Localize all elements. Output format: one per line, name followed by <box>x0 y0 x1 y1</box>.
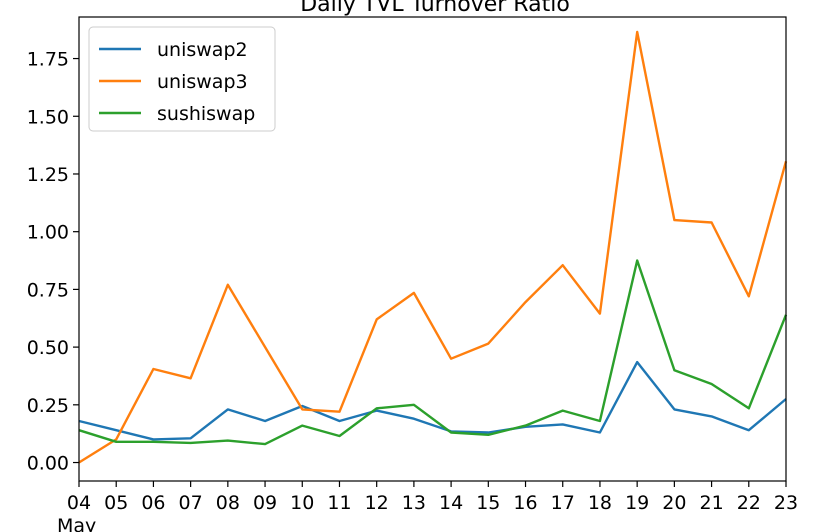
series-line-uniswap2 <box>78 360 787 441</box>
x-axis-sublabel: May <box>57 515 96 532</box>
legend-label-uniswap3: uniswap3 <box>157 71 248 93</box>
x-tick-label: 05 <box>104 492 128 514</box>
legend-label-sushiswap: sushiswap <box>157 103 255 125</box>
x-tick-label: 15 <box>476 492 500 514</box>
x-tick-label: 21 <box>699 492 723 514</box>
y-tick-label: 0.25 <box>27 395 69 417</box>
y-tick-label: 0.00 <box>27 453 69 475</box>
y-tick-label: 1.75 <box>27 49 69 71</box>
x-tick-label: 10 <box>290 492 314 514</box>
y-tick-label: 1.50 <box>27 106 69 128</box>
legend-box <box>88 26 276 132</box>
x-tick-label: 08 <box>216 492 240 514</box>
y-axis: 0.00 0.25 0.50 0.75 1.00 1.25 1.50 1.75 <box>27 49 79 475</box>
legend-label-uniswap2: uniswap2 <box>157 39 248 61</box>
x-tick-label: 14 <box>439 492 463 514</box>
x-tick-label: 20 <box>662 492 686 514</box>
legend: uniswap2 uniswap3 sushiswap <box>88 26 276 132</box>
series-line-uniswap3 <box>78 30 788 464</box>
x-tick-label: 07 <box>179 492 203 514</box>
plot-frame <box>78 16 787 482</box>
x-tick-label: 06 <box>141 492 165 514</box>
chart-title: Daily TVL Turnover Ratio <box>300 0 570 17</box>
series-line-sushiswap <box>78 259 788 446</box>
y-tick-label: 1.00 <box>27 222 69 244</box>
x-axis: 04 05 06 07 08 09 10 11 12 13 14 15 16 17 18 19 20 21 22 23 <box>67 481 798 514</box>
y-tick-label: 0.75 <box>27 279 69 301</box>
x-tick-label: 23 <box>774 492 798 514</box>
x-tick-label: 13 <box>402 492 426 514</box>
x-tick-label: 09 <box>253 492 277 514</box>
x-tick-label: 17 <box>551 492 575 514</box>
x-tick-label: 16 <box>513 492 537 514</box>
series-layer <box>78 30 788 464</box>
x-tick-label: 18 <box>588 492 612 514</box>
x-tick-label: 04 <box>67 492 91 514</box>
x-tick-label: 12 <box>365 492 389 514</box>
y-tick-label: 0.50 <box>27 337 69 359</box>
x-tick-label: 11 <box>327 492 351 514</box>
y-tick-label: 1.25 <box>27 164 69 186</box>
x-tick-label: 22 <box>737 492 761 514</box>
x-tick-label: 19 <box>625 492 649 514</box>
